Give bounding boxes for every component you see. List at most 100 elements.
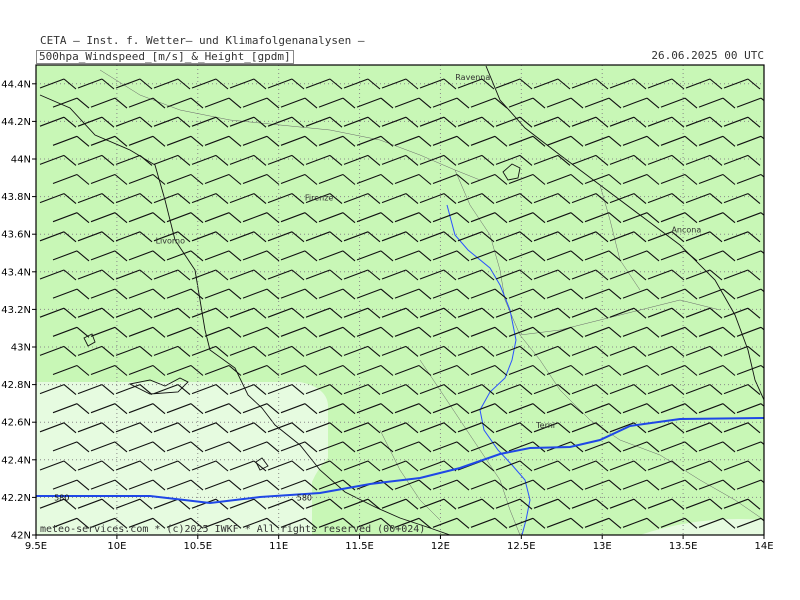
wind-barb <box>204 403 242 415</box>
wind-barb <box>546 97 584 109</box>
wind-barb <box>90 212 128 224</box>
wind-barb <box>153 422 191 434</box>
wind-barb <box>191 498 229 510</box>
wind-barb <box>609 460 647 472</box>
wind-barb <box>584 403 622 415</box>
wind-barb <box>381 460 419 472</box>
wind-barb <box>242 441 280 453</box>
wind-barb <box>381 116 419 128</box>
wind-barb <box>432 173 470 185</box>
wind-barb <box>343 307 381 319</box>
wind-barb <box>457 422 495 434</box>
wind-barb <box>685 154 723 166</box>
wind-barb <box>267 422 305 434</box>
wind-barb <box>419 345 457 357</box>
wind-barb <box>39 154 77 166</box>
wind-barb <box>736 364 764 376</box>
wind-barb <box>660 364 698 376</box>
wind-barb <box>128 479 166 491</box>
y-tick-label: 44N <box>11 155 31 166</box>
wind-barb <box>280 173 318 185</box>
wind-barb <box>736 517 764 528</box>
wind-barb <box>305 193 343 205</box>
wind-barb <box>39 384 77 396</box>
wind-barb <box>622 403 660 415</box>
wind-barb <box>381 422 419 434</box>
wind-barb <box>52 97 90 109</box>
wind-barb <box>546 288 584 300</box>
wind-barb <box>495 269 533 281</box>
wind-barb <box>571 231 609 243</box>
wind-barb <box>533 498 571 510</box>
wind-barb <box>343 78 381 90</box>
wind-barb <box>242 135 280 147</box>
wind-barb <box>90 250 128 262</box>
wind-barb <box>318 517 356 529</box>
wind-barb <box>153 231 191 243</box>
wind-barb <box>115 307 153 319</box>
wind-barb <box>39 498 77 510</box>
wind-barb <box>685 193 723 205</box>
wind-barb <box>305 231 343 243</box>
wind-barb <box>305 422 343 434</box>
wind-barb <box>495 193 533 205</box>
wind-barb <box>533 193 571 205</box>
wind-barb <box>318 250 356 262</box>
wind-barb <box>660 517 698 529</box>
wind-barb <box>191 460 229 472</box>
wind-barb <box>381 231 419 243</box>
coastline-adriatic <box>485 65 764 401</box>
wind-barb <box>267 231 305 243</box>
wind-barb <box>267 154 305 166</box>
y-tick-label: 43.4N <box>1 267 31 278</box>
wind-barb <box>318 364 356 376</box>
wind-barb <box>356 173 394 185</box>
wind-barb <box>267 384 305 396</box>
wind-barb <box>77 307 115 319</box>
wind-barb <box>495 345 533 357</box>
wind-barb <box>191 78 229 90</box>
wind-barb <box>660 403 698 415</box>
wind-barb <box>166 517 204 529</box>
wind-barb <box>609 154 647 166</box>
wind-barb <box>115 460 153 472</box>
wind-barb <box>153 78 191 90</box>
wind-barb <box>723 154 761 166</box>
wind-barb <box>90 517 128 529</box>
wind-barb <box>343 345 381 357</box>
wind-barb <box>153 154 191 166</box>
wind-barb <box>508 97 546 109</box>
wind-barb <box>457 384 495 396</box>
wind-barb <box>508 288 546 300</box>
wind-barb <box>584 326 622 338</box>
wind-barb <box>305 269 343 281</box>
wind-barb <box>153 384 191 396</box>
wind-barb <box>470 326 508 338</box>
wind-barb <box>647 78 685 90</box>
wind-barb <box>381 269 419 281</box>
wind-barb <box>723 384 761 396</box>
wind-barb <box>470 135 508 147</box>
wind-field-light-se <box>640 519 764 535</box>
wind-barb <box>609 345 647 357</box>
wind-barb <box>52 135 90 147</box>
y-tick-label: 42.4N <box>1 455 31 466</box>
wind-barb <box>128 97 166 109</box>
wind-barb <box>305 498 343 510</box>
wind-barb <box>508 250 546 262</box>
wind-barb <box>394 97 432 109</box>
wind-barb <box>622 441 660 453</box>
wind-barb <box>419 116 457 128</box>
wind-barb <box>115 193 153 205</box>
wind-barb <box>204 441 242 453</box>
wind-barb <box>280 250 318 262</box>
wind-barb <box>622 135 660 147</box>
wind-barb <box>77 154 115 166</box>
wind-barb <box>52 250 90 262</box>
wind-barb <box>166 173 204 185</box>
wind-barb <box>685 498 723 510</box>
wind-barb <box>508 479 546 491</box>
wind-barb <box>432 250 470 262</box>
wind-barb <box>242 403 280 415</box>
wind-barb <box>470 479 508 491</box>
